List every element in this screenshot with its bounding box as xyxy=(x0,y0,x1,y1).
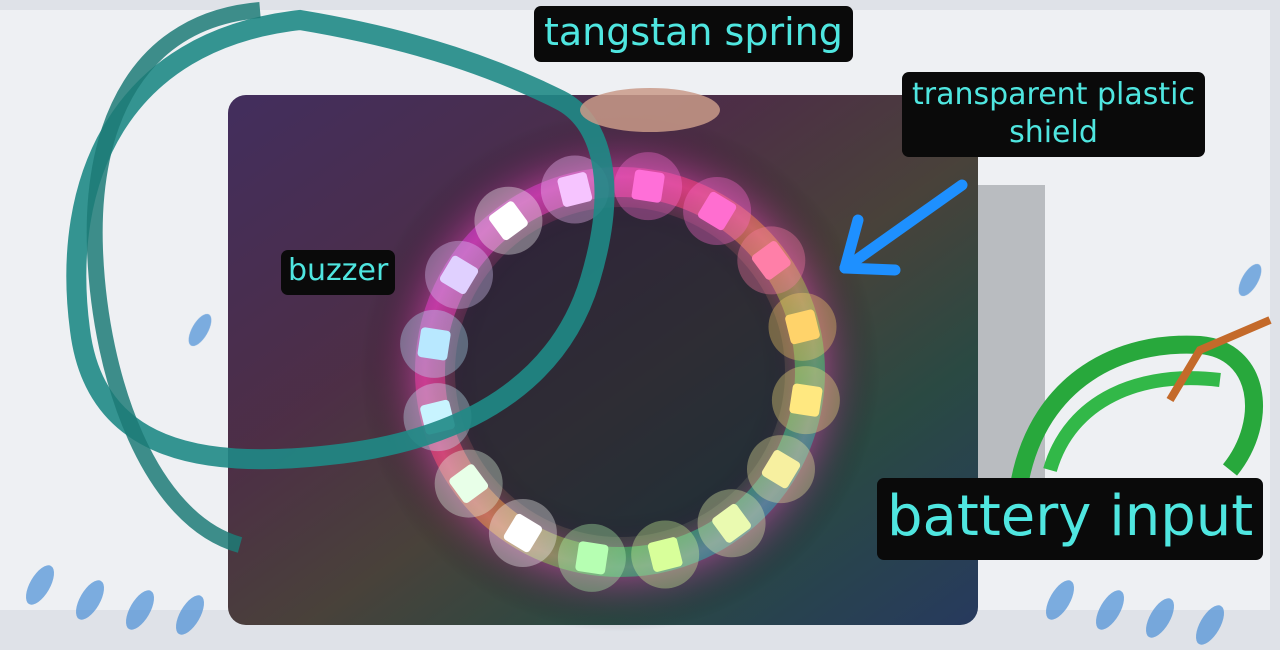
label-battery-input: battery input xyxy=(877,478,1264,560)
led xyxy=(785,309,820,345)
label-shield-line-1: transparent plastic xyxy=(912,77,1195,112)
led xyxy=(575,541,609,575)
green-battery-wire xyxy=(1011,335,1263,482)
teal-cable xyxy=(66,9,615,470)
led xyxy=(647,537,683,572)
label-shield-line-2: shield xyxy=(1009,114,1098,150)
teal-cable-2 xyxy=(86,2,261,553)
led xyxy=(712,503,751,543)
led xyxy=(503,513,543,553)
led xyxy=(449,464,489,503)
led xyxy=(697,191,737,231)
green-battery-wire-2 xyxy=(1043,371,1221,473)
led xyxy=(761,449,801,489)
label-tangstan-spring: tangstan spring xyxy=(534,6,853,62)
ring-inner-dark xyxy=(455,207,785,537)
label-buzzer: buzzer xyxy=(281,250,396,295)
tungsten-spring xyxy=(580,88,720,132)
led xyxy=(789,383,823,417)
led xyxy=(489,201,528,241)
led xyxy=(439,255,479,295)
led-ring xyxy=(400,152,840,592)
led xyxy=(751,241,791,280)
blue-arrow xyxy=(839,179,968,276)
led xyxy=(631,169,665,203)
label-transparent-plastic-shield: transparent plastic shield xyxy=(902,72,1205,157)
blue-pattern-dots xyxy=(26,263,1262,645)
copper-wire xyxy=(1166,316,1272,403)
led xyxy=(417,327,451,361)
led xyxy=(557,172,593,207)
transparent-shield-ring xyxy=(415,167,825,577)
